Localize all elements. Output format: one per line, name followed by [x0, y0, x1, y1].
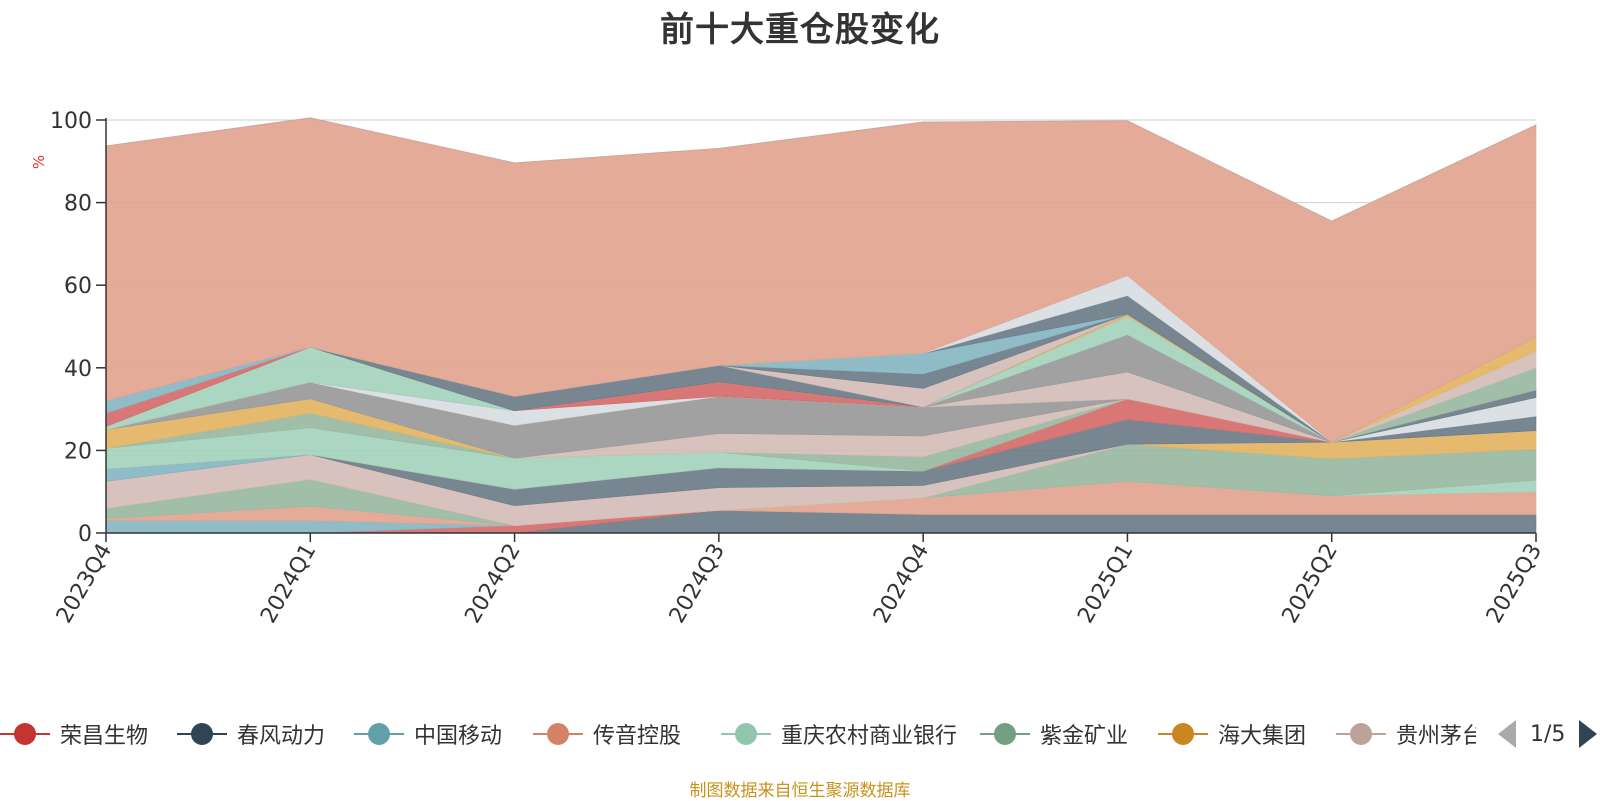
legend-item-6[interactable]: 紫金矿业: [980, 714, 1128, 754]
area-top-outline: [105, 117, 1537, 222]
legend-swatch-icon: [980, 721, 1030, 747]
legend-label: 紫金矿业: [1040, 724, 1129, 749]
chart-title: 前十大重仓股变化: [660, 10, 940, 50]
legend-item-3[interactable]: 中国移动: [354, 714, 502, 754]
legend-swatch-icon: [721, 721, 771, 747]
legend-label: 荣昌生物: [60, 724, 149, 749]
legend-swatch-icon: [533, 721, 583, 747]
x-tick-label-2025Q3: 2025Q3: [1482, 540, 1547, 628]
legend-next-page-icon[interactable]: [1579, 720, 1598, 748]
legend-items: 荣昌生物 春风动力 中国移动 传音控股 重庆农村商业银行 紫金矿业 海大集团 贵州茅台: [0, 714, 1476, 754]
legend-label: 海大集团: [1218, 724, 1307, 749]
x-tick-label-2023Q4: 2023Q4: [52, 540, 117, 628]
legend-item-5[interactable]: 重庆农村商业银行: [721, 714, 957, 754]
legend-swatch-icon: [1158, 721, 1208, 747]
legend-swatch-icon: [1336, 721, 1386, 747]
legend-item-1[interactable]: 荣昌生物: [0, 714, 148, 754]
y-tick-label-40: 40: [64, 357, 92, 382]
legend-item-7[interactable]: 海大集团: [1158, 714, 1306, 754]
y-axis-label: %: [30, 155, 48, 169]
y-tick-label-20: 20: [64, 439, 92, 464]
legend-page-indicator: 1/5: [1530, 721, 1566, 747]
legend-label: 重庆农村商业银行: [781, 724, 958, 749]
y-tick-label-80: 80: [64, 192, 92, 217]
legend-prev-page-icon[interactable]: [1498, 720, 1516, 748]
y-tick-label-0: 0: [78, 522, 92, 547]
legend-label: 贵州茅台: [1396, 724, 1476, 749]
x-tick-label-2024Q4: 2024Q4: [869, 540, 934, 628]
legend-item-2[interactable]: 春风动力: [177, 714, 325, 754]
legend-pager: 1/5: [1498, 714, 1598, 754]
x-tick-label-2024Q3: 2024Q3: [665, 540, 730, 628]
legend-swatch-icon: [0, 721, 50, 747]
x-tick-label-2024Q2: 2024Q2: [460, 540, 525, 628]
area-series-layer: [105, 117, 1537, 534]
x-tick-label-2025Q1: 2025Q1: [1073, 540, 1138, 628]
legend-swatch-icon: [177, 721, 227, 747]
legend-label: 传音控股: [593, 724, 682, 749]
legend-label: 春风动力: [237, 724, 326, 749]
legend-item-4[interactable]: 传音控股: [533, 714, 681, 754]
legend-item-8[interactable]: 贵州茅台: [1336, 714, 1476, 754]
legend-label: 中国移动: [414, 724, 503, 749]
y-tick-label-100: 100: [50, 109, 92, 134]
y-tick-label-60: 60: [64, 274, 92, 299]
x-tick-label-2024Q1: 2024Q1: [256, 540, 321, 628]
source-note: 制图数据来自恒生聚源数据库: [689, 781, 911, 801]
x-tick-label-2025Q2: 2025Q2: [1278, 540, 1343, 628]
legend-swatch-icon: [354, 721, 404, 747]
legend: 荣昌生物 春风动力 中国移动 传音控股 重庆农村商业银行 紫金矿业 海大集团 贵州茅台 1/5: [0, 714, 1600, 754]
